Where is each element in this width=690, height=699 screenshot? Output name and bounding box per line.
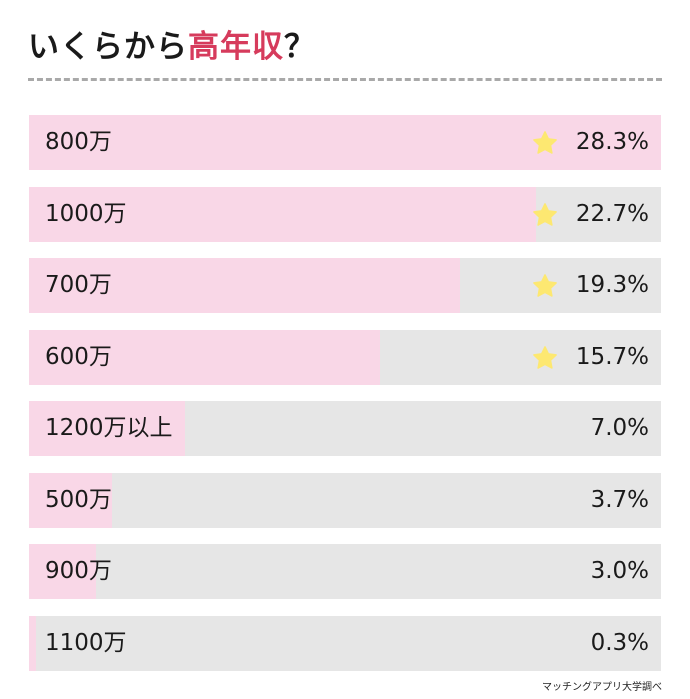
bar-row: 500万 3.7% [29, 473, 661, 528]
bar-category-label: 600万 [45, 344, 112, 370]
bar-category-label: 1200万以上 [45, 415, 173, 441]
star-icon [533, 203, 557, 226]
bar-row: 1000万 22.7% [29, 187, 661, 242]
bar-fill [29, 330, 380, 385]
bar-row: 800万 28.3% [29, 115, 661, 170]
bar-value-label: 28.3% [575, 129, 649, 155]
bar-row: 1100万 0.3% [29, 616, 661, 671]
bar-category-label: 900万 [45, 558, 112, 584]
bar-value-label: 22.7% [575, 201, 649, 227]
bar-category-label: 1000万 [45, 201, 127, 227]
star-icon [533, 274, 557, 297]
source-note: マッチングアプリ大学調べ [542, 682, 662, 693]
bar-row: 1200万以上 7.0% [29, 401, 661, 456]
bar-fill [29, 258, 460, 313]
bar-value-label: 7.0% [590, 415, 649, 441]
bar-value-label: 19.3% [575, 272, 649, 298]
bar-fill [29, 187, 536, 242]
bar-fill [29, 473, 112, 528]
title-accent: 高年収 [188, 29, 284, 65]
chart-title: いくらから高年収？ [28, 24, 316, 70]
bar-category-label: 800万 [45, 129, 112, 155]
title-divider [28, 78, 662, 81]
star-icon [533, 131, 557, 154]
title-lead: いくらから [28, 29, 188, 65]
bar-fill [29, 401, 186, 456]
bar-category-label: 1100万 [45, 630, 127, 656]
bar-value-label: 3.0% [590, 558, 649, 584]
title-tail: ？ [284, 29, 316, 65]
bar-value-label: 0.3% [590, 630, 649, 656]
bar-category-label: 700万 [45, 272, 112, 298]
bar-fill [29, 115, 661, 170]
bar-fill [29, 616, 36, 671]
bar-row: 600万 15.7% [29, 330, 661, 385]
bar-value-label: 3.7% [590, 487, 649, 513]
bar-category-label: 500万 [45, 487, 112, 513]
bar-fill [29, 544, 96, 599]
star-icon [533, 346, 557, 369]
bar-row: 700万 19.3% [29, 258, 661, 313]
bar-row: 900万 3.0% [29, 544, 661, 599]
bar-value-label: 15.7% [575, 344, 649, 370]
